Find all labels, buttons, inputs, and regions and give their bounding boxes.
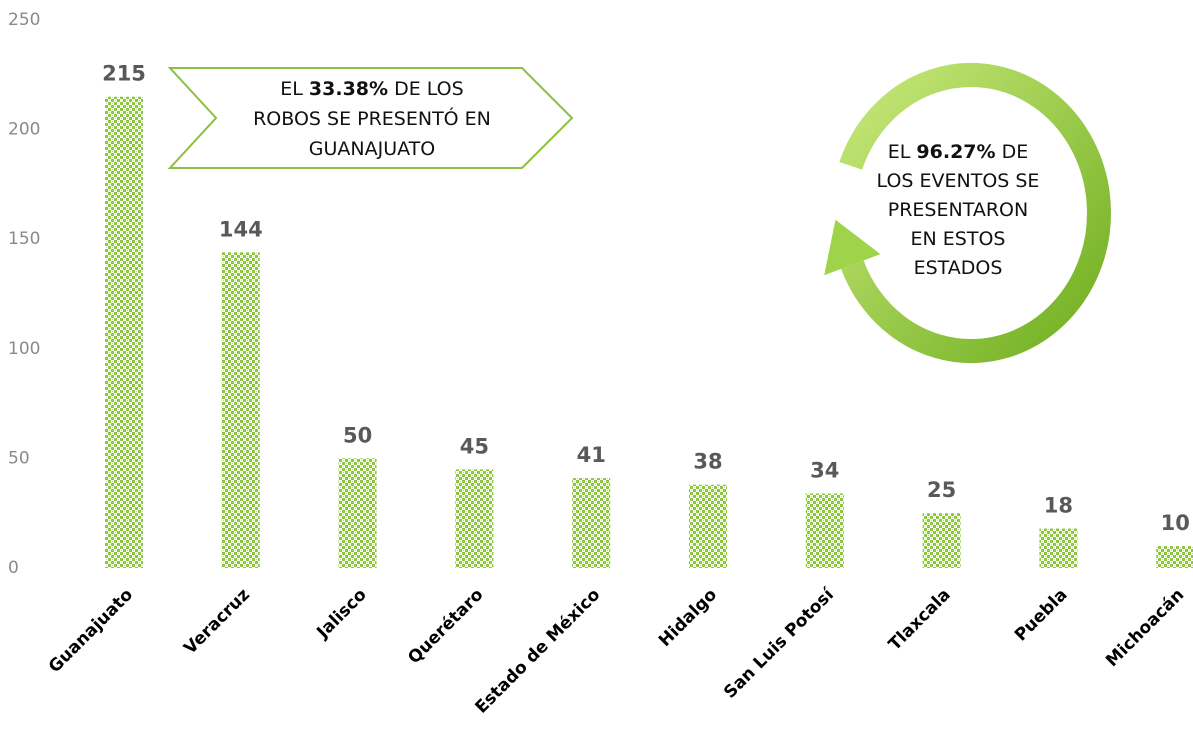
annotation: LOS EVENTOS SE: [877, 170, 1040, 192]
annotation: GUANAJUATO: [309, 138, 435, 160]
annotation-part: DE: [996, 141, 1029, 163]
data-label: 45: [460, 434, 489, 458]
y-tick-label: 200: [8, 120, 40, 140]
bar: [338, 458, 377, 568]
annotation: PRESENTARON: [888, 199, 1028, 221]
data-label: 215: [102, 62, 146, 86]
annotation-part: ESTADOS: [914, 257, 1003, 279]
bar: [221, 252, 260, 569]
annotation-part: EN ESTOS: [911, 228, 1006, 250]
bar: [572, 478, 611, 568]
y-tick-label: 150: [8, 229, 40, 249]
x-tick-label: Puebla: [1011, 585, 1072, 646]
annotation: EN ESTOS: [911, 228, 1006, 250]
circular-arrow: [839, 63, 1111, 363]
x-tick-label: Estado de México: [472, 585, 605, 718]
annotation: EL 33.38% DE LOS: [280, 78, 463, 100]
bar: [105, 96, 143, 568]
bar: [805, 493, 844, 568]
x-tick-label: Jalisco: [312, 585, 370, 643]
x-tick-label: Hidalgo: [655, 585, 721, 651]
x-tick-label: Querétaro: [404, 585, 487, 668]
x-tick-label: Veracruz: [180, 585, 254, 659]
annotation-part: ROBOS SE PRESENTÓ EN: [253, 106, 491, 130]
y-tick-label: 0: [8, 558, 19, 578]
annotation: ROBOS SE PRESENTÓ EN: [253, 106, 491, 130]
x-tick-label: Tlaxcala: [885, 585, 955, 655]
annotation-part: LOS EVENTOS SE: [877, 170, 1040, 192]
bar: [455, 469, 494, 568]
annotation-part: 96.27%: [916, 141, 995, 163]
annotation-part: EL: [888, 141, 917, 163]
y-tick-label: 50: [8, 448, 30, 468]
callout-shape: [167, 67, 574, 169]
y-tick-label: 250: [8, 10, 40, 30]
x-tick-label: Michoacán: [1102, 585, 1188, 671]
arrow-head: [824, 219, 881, 276]
bar: [689, 484, 727, 568]
annotation-part: 33.38%: [309, 78, 388, 100]
data-label: 10: [1161, 511, 1190, 535]
data-label: 38: [693, 450, 722, 474]
bar: [1156, 546, 1193, 568]
annotation-part: EL: [280, 78, 309, 100]
annotation: ESTADOS: [914, 257, 1003, 279]
bar: [922, 513, 961, 568]
data-label: 18: [1044, 494, 1073, 518]
data-label: 34: [810, 458, 839, 482]
annotation-part: GUANAJUATO: [309, 138, 435, 160]
data-label: 41: [577, 443, 606, 467]
data-label: 144: [219, 217, 263, 241]
x-tick-label: San Luis Potosí: [720, 584, 839, 703]
data-label: 25: [927, 478, 956, 502]
x-tick-label: Guanajuato: [45, 585, 137, 677]
bar: [1039, 528, 1078, 568]
annotation: EL 96.27% DE: [888, 141, 1028, 163]
y-tick-label: 100: [8, 339, 40, 359]
data-label: 50: [343, 423, 372, 447]
annotation-part: DE LOS: [388, 78, 464, 100]
annotation-part: PRESENTARON: [888, 199, 1028, 221]
